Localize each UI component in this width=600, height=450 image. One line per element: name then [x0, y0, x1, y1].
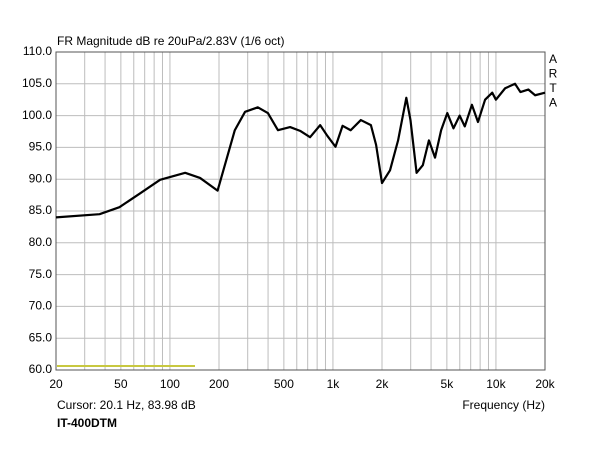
y-tick-label: 90.0	[29, 171, 53, 185]
x-tick-label: 500	[274, 377, 294, 391]
chart-title: FR Magnitude dB re 20uPa/2.83V (1/6 oct)	[57, 34, 284, 48]
side-label: A	[549, 96, 557, 110]
side-label: T	[549, 81, 557, 95]
footer-label: IT-400DTM	[57, 416, 117, 430]
x-tick-label: 20k	[535, 377, 555, 391]
side-label: R	[549, 67, 558, 81]
y-tick-label: 60.0	[29, 362, 53, 376]
x-tick-label: 10k	[486, 377, 506, 391]
x-tick-label: 200	[209, 377, 229, 391]
x-tick-label: 2k	[376, 377, 390, 391]
y-tick-label: 70.0	[29, 299, 53, 313]
cursor-readout: Cursor: 20.1 Hz, 83.98 dB	[57, 398, 196, 412]
plot-frame	[55, 51, 546, 371]
x-tick-label: 5k	[441, 377, 455, 391]
y-tick-label: 95.0	[29, 140, 53, 154]
y-tick-label: 80.0	[29, 235, 53, 249]
side-label: A	[549, 52, 557, 66]
x-tick-label: 50	[114, 377, 128, 391]
y-tick-label: 100.0	[22, 108, 52, 122]
x-tick-label: 1k	[327, 377, 341, 391]
y-tick-label: 105.0	[22, 76, 52, 90]
y-tick-label: 65.0	[29, 330, 53, 344]
y-tick-label: 75.0	[29, 267, 53, 281]
x-axis-label: Frequency (Hz)	[462, 398, 545, 412]
response-line	[55, 82, 546, 219]
y-tick-label: 85.0	[29, 203, 53, 217]
x-tick-label: 20	[49, 377, 63, 391]
y-tick-label: 110.0	[23, 44, 52, 58]
x-tick-label: 100	[160, 377, 180, 391]
